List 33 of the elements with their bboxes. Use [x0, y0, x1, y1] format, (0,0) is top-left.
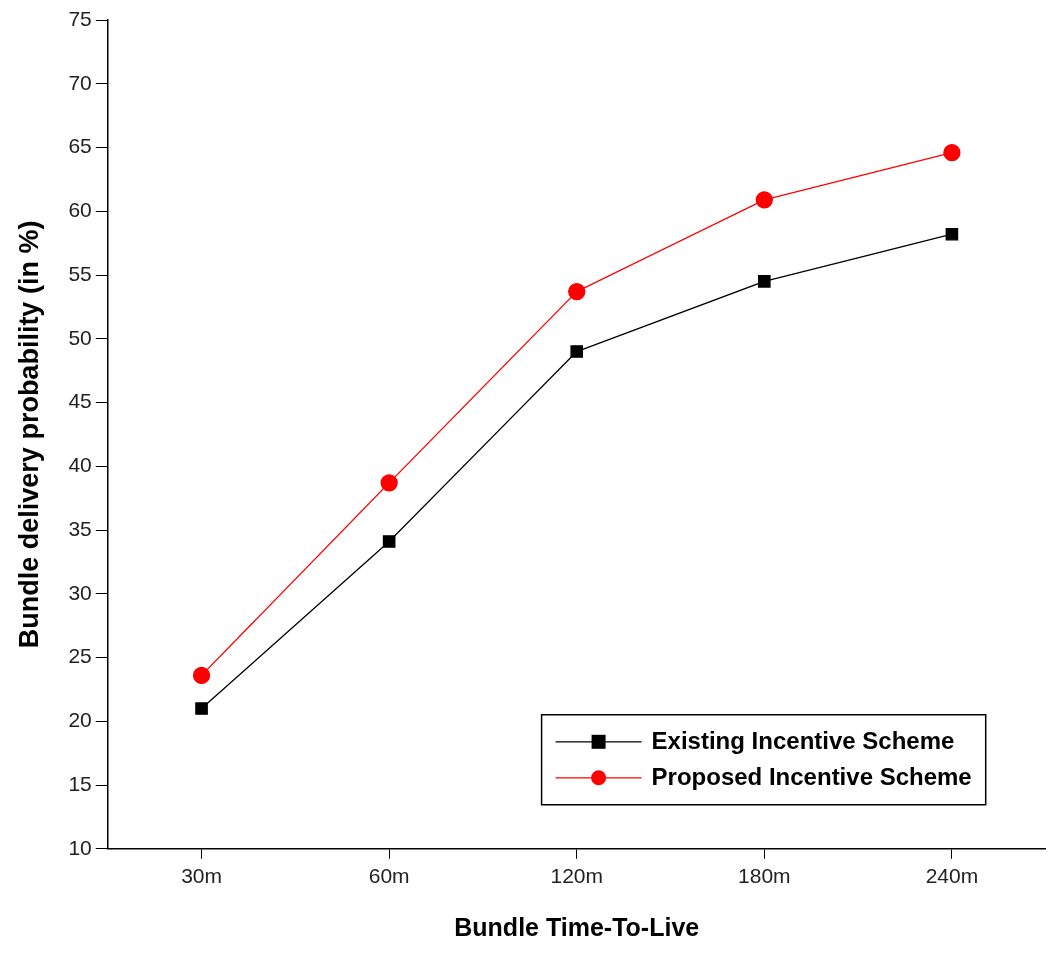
y-tick-label: 15 [68, 771, 92, 795]
y-tick-label: 20 [68, 708, 92, 732]
point [380, 474, 398, 492]
x-axis-title: Bundle Time-To-Live [454, 912, 700, 941]
legend-label: Existing Incentive Scheme [651, 727, 955, 755]
x-tick-label: 60m [368, 864, 410, 888]
point [943, 143, 961, 162]
y-tick-label: 65 [68, 134, 92, 158]
y-tick-label: 10 [68, 835, 92, 859]
point [755, 191, 773, 209]
x-tick-label: 240m [925, 864, 979, 888]
y-tick-label: 40 [68, 453, 92, 477]
point [192, 666, 211, 685]
point [568, 282, 586, 301]
legend-label: Proposed Incentive Scheme [651, 763, 972, 791]
point [195, 702, 208, 715]
y-tick-label: 70 [68, 70, 92, 94]
x-tick-label: 30m [181, 864, 222, 888]
x-tick-label: 120m [550, 864, 603, 888]
y-tick-label: 75 [68, 6, 92, 30]
y-tick-label: 45 [68, 389, 92, 413]
y-tick-label: 50 [68, 325, 92, 349]
y-tick-label: 25 [68, 644, 92, 668]
y-tick-label: 30 [68, 580, 92, 604]
point [570, 345, 584, 358]
point [945, 227, 959, 241]
y-axis-title: Bundle delivery probability (in %) [13, 220, 44, 649]
point [758, 275, 771, 288]
y-tick-label: 55 [68, 261, 92, 285]
y-tick-label: 35 [68, 516, 92, 540]
x-tick-label: 180m [738, 864, 791, 888]
point [382, 535, 396, 548]
y-tick-label: 60 [68, 198, 92, 222]
